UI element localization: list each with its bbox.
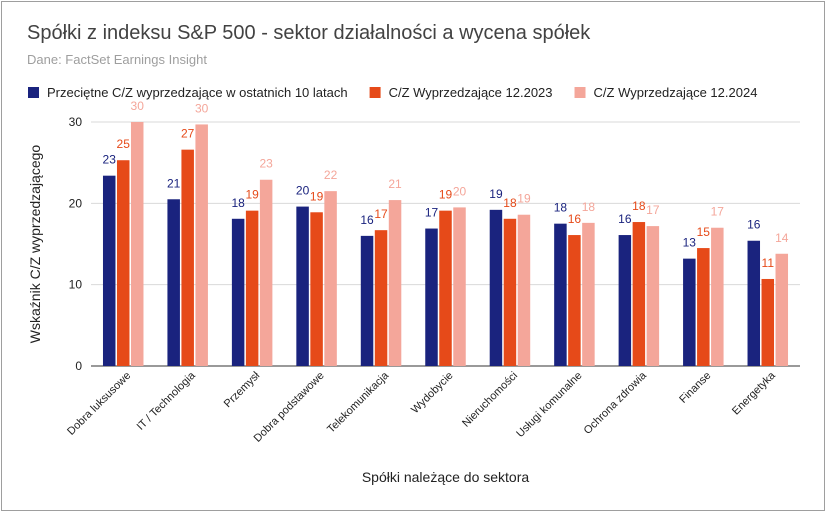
x-tick-label: Finanse [677,370,713,406]
y-tick-label: 20 [69,196,83,210]
x-tick-label: Telekomunikacja [325,369,392,436]
bar [683,258,696,366]
bar [439,210,452,366]
bar [697,248,710,366]
bar [425,228,438,366]
x-tick-label: Energetyka [730,369,778,417]
bar [632,222,646,366]
legend-swatch [369,87,381,98]
bar [489,209,503,366]
data-label: 17 [425,206,439,220]
bar [116,160,130,366]
bar [711,227,724,366]
data-label: 16 [747,218,761,232]
data-label: 19 [439,188,453,202]
data-label: 23 [103,153,117,167]
bar [582,222,595,366]
chart-title: Spółki z indeksu S&P 500 - sektor działa… [27,22,591,44]
bar [775,253,789,366]
bar [747,240,761,366]
bar [618,235,632,366]
x-tick-label: Ochrona zdrowia [582,369,650,437]
data-label: 23 [259,157,273,171]
data-label: 13 [683,236,697,250]
data-label: 30 [195,101,209,115]
data-label: 17 [374,207,388,221]
bar [231,218,245,366]
data-label: 21 [167,176,181,190]
y-axis-title: Wskaźnik C/Z wyprzedzającego [27,145,43,344]
bar [761,278,775,366]
data-label: 19 [489,187,503,201]
bar [374,230,388,366]
bar [517,214,531,366]
x-tick-label: Nieruchomości [460,370,520,430]
bar [503,218,517,366]
bar [554,223,567,366]
data-label: 22 [324,168,338,182]
data-label: 17 [646,203,660,217]
x-tick-label: Wydobycie [409,370,455,416]
x-tick-label: Usługi komunalne [514,370,584,440]
data-label: 19 [245,188,259,202]
data-label: 19 [310,189,324,203]
bar [453,207,466,366]
data-label: 21 [388,177,402,191]
legend-swatch [28,87,39,98]
bar [646,226,660,366]
data-label: 15 [697,225,711,239]
bar [296,206,309,366]
y-tick-label: 10 [69,278,83,292]
data-label: 18 [582,200,596,214]
data-label: 16 [568,212,582,226]
data-label: 25 [117,137,131,151]
data-label: 18 [632,199,646,213]
data-label: 18 [231,196,245,210]
bar [181,149,194,366]
data-label: 30 [131,99,145,113]
legend-swatch [574,87,586,98]
bar [324,191,337,366]
data-label: 18 [503,196,517,210]
legend-label: Przeciętne C/Z wyprzedzające w ostatnich… [47,85,348,100]
bar [195,124,208,366]
x-axis-title: Spółki należące do sektora [362,469,530,485]
data-label: 11 [762,256,775,270]
bar [245,210,259,366]
bar [388,200,402,366]
data-label: 17 [711,205,725,219]
data-label: 20 [453,184,467,198]
y-tick-label: 30 [69,115,83,129]
data-label: 16 [360,213,374,227]
x-tick-label: Dobra podstawowe [252,370,327,445]
data-label: 16 [618,212,632,226]
bar [102,175,116,366]
chart-subtitle: Dane: FactSet Earnings Insight [27,52,207,67]
bar [310,212,323,366]
data-label: 19 [517,192,531,206]
data-label: 18 [554,201,568,215]
data-label: 27 [181,127,195,141]
bar [130,122,144,366]
x-tick-label: Dobra luksusowe [65,370,133,438]
legend-label: C/Z Wyprzedzające 12.2023 [389,85,553,100]
bar [360,235,374,366]
data-label: 14 [775,231,789,245]
data-label: 20 [296,184,310,198]
bar [167,199,180,366]
x-tick-label: Przemysł [222,369,263,410]
legend-label: C/Z Wyprzedzające 12.2024 [594,85,758,100]
bar [259,179,273,366]
y-tick-label: 0 [75,359,82,373]
x-tick-label: IT / Technologia [135,369,199,433]
bar [568,235,581,366]
